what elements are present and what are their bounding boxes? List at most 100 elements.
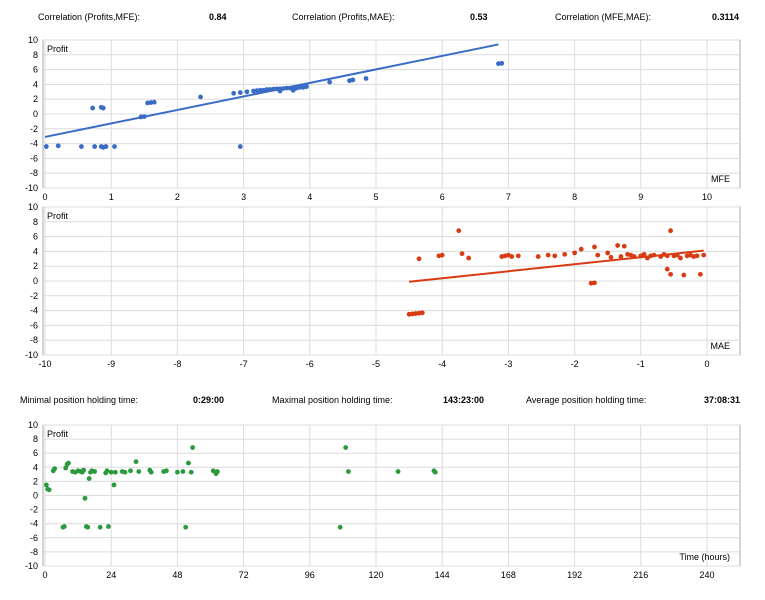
data-point: [141, 114, 147, 119]
y-tick-label: 8: [33, 434, 38, 444]
max-holding-time-value: 143:23:00: [443, 395, 485, 405]
data-point: [133, 459, 139, 465]
x-tick-label: 216: [633, 570, 648, 580]
data-point: [103, 144, 109, 149]
y-tick-label: -8: [30, 168, 38, 178]
corr-profits-mfe-label: Correlation (Profits,MFE):: [38, 12, 141, 22]
data-point: [104, 468, 110, 474]
data-point: [108, 469, 114, 475]
data-point: [439, 252, 445, 258]
x-tick-label: 0: [42, 192, 47, 202]
data-point: [641, 251, 647, 257]
correlation-stats: Correlation (Profits,MFE): 0.84 Correlat…: [0, 12, 765, 28]
y-tick-label: -4: [30, 139, 38, 149]
data-point: [668, 271, 673, 277]
data-point: [459, 251, 465, 257]
x-tick-label: 240: [699, 570, 714, 580]
data-point: [608, 254, 614, 260]
y-tick-label: 10: [28, 202, 38, 212]
x-tick-label: 96: [305, 570, 315, 580]
data-point: [621, 243, 627, 249]
y-tick-label: -8: [30, 335, 38, 345]
max-holding-time-label: Maximal position holding time:: [272, 395, 393, 405]
chart-time: 10 8 6 4 2 0 -2 -4 -6 -8 -10 0 24 48 72 96 120 144 168 192 2…: [25, 420, 741, 580]
x-tick-label: 6: [440, 192, 445, 202]
data-point: [79, 144, 84, 149]
data-point: [592, 280, 597, 286]
data-point: [43, 144, 49, 149]
data-point: [515, 253, 521, 259]
chart-mfe: 10 8 6 4 2 0 -2 -4 -6 -8 -10 0 1 2 3 4 5 6 7 8 9 10 Profit MFE: [25, 35, 741, 202]
y-tick-label: -10: [25, 183, 38, 193]
data-point: [66, 460, 71, 466]
y-tick-label: -4: [30, 519, 38, 529]
corr-profits-mae-value: 0.53: [470, 12, 488, 22]
data-point: [456, 228, 462, 234]
data-point: [664, 266, 670, 272]
data-point: [419, 310, 425, 316]
y-axis-title: Profit: [47, 44, 69, 54]
y-tick-label: 4: [33, 79, 38, 89]
y-tick-label: -2: [30, 291, 38, 301]
x-tick-label: -4: [438, 359, 446, 369]
data-point: [198, 94, 203, 100]
data-point: [304, 84, 309, 90]
data-point: [535, 254, 541, 259]
data-point: [180, 469, 186, 474]
data-point: [128, 468, 133, 474]
data-point: [112, 469, 118, 475]
data-point: [284, 85, 290, 91]
data-point: [151, 99, 157, 105]
x-tick-label: 4: [307, 192, 312, 202]
x-tick-label: -9: [107, 359, 115, 369]
x-tick-label: -5: [372, 359, 380, 369]
y-tick-label: 0: [33, 491, 38, 501]
data-point: [499, 60, 505, 66]
y-axis-title: Profit: [47, 429, 69, 439]
data-point: [190, 445, 195, 450]
corr-profits-mae-label: Correlation (Profits,MAE):: [292, 12, 395, 22]
y-tick-label: 0: [33, 109, 38, 119]
data-point: [343, 445, 349, 450]
data-point: [244, 89, 250, 95]
data-point: [592, 244, 597, 250]
x-tick-label: -3: [504, 359, 512, 369]
x-tick-label: 0: [42, 570, 47, 580]
y-tick-label: -10: [25, 561, 38, 571]
data-point: [92, 469, 98, 474]
data-point: [618, 254, 624, 259]
data-point: [615, 243, 621, 248]
data-point: [277, 88, 283, 94]
data-point: [578, 246, 584, 252]
data-point: [43, 482, 49, 488]
corr-mfe-mae-label: Correlation (MFE,MAE):: [555, 12, 652, 22]
data-point: [664, 253, 670, 259]
y-tick-label: 8: [33, 217, 38, 227]
y-tick-label: -2: [30, 124, 38, 134]
data-point: [701, 252, 707, 258]
x-tick-label: 168: [501, 570, 516, 580]
y-tick-label: -6: [30, 320, 38, 330]
min-holding-time-value: 0:29:00: [193, 395, 225, 405]
x-tick-label: 10: [702, 192, 712, 202]
data-point: [82, 495, 88, 501]
x-tick-label: -2: [571, 359, 579, 369]
y-tick-label: -2: [30, 505, 38, 515]
y-tick-label: 8: [33, 50, 38, 60]
y-tick-label: 10: [28, 35, 38, 45]
data-point: [188, 469, 194, 475]
y-tick-label: 6: [33, 448, 38, 458]
data-point: [651, 252, 657, 258]
x-axis-title: MFE: [711, 174, 730, 184]
data-point: [111, 482, 117, 488]
y-tick-label: 6: [33, 232, 38, 242]
holding-time-stats: Minimal position holding time: 0:29:00 M…: [0, 395, 765, 411]
x-tick-label: -6: [306, 359, 314, 369]
data-point: [92, 144, 98, 149]
data-point: [148, 469, 154, 475]
data-point: [562, 251, 568, 257]
data-point: [214, 469, 220, 474]
data-point: [52, 466, 58, 472]
x-tick-label: 9: [638, 192, 643, 202]
